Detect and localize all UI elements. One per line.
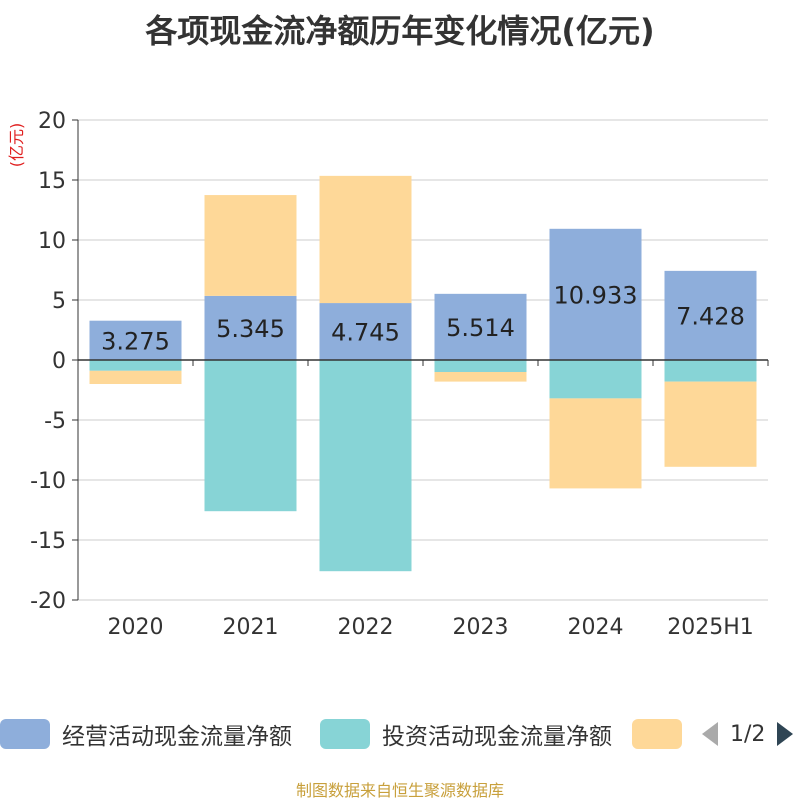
y-tick-label: 15 [38,169,66,194]
bar-series-1-2024[interactable] [549,360,642,399]
bar-series-0-2021[interactable] [204,295,297,360]
bar-series-2-2021[interactable] [204,195,297,296]
legend-item-operating[interactable]: 经营活动现金流量净额 [0,716,292,752]
chart-title: 各项现金流净额历年变化情况(亿元) [145,12,655,50]
legend-page-indicator: 1/2 [730,721,766,747]
prev-page-icon[interactable] [700,720,720,748]
y-tick-label: 5 [52,289,66,314]
y-tick-label: 10 [38,229,66,254]
y-tick-label: -20 [30,589,66,614]
x-tick-label: 2024 [568,615,624,640]
x-tick-label: 2021 [223,615,279,640]
legend-pager: 1/2 [700,716,795,752]
y-tick-label: -10 [30,469,66,494]
bar-series-1-2022[interactable] [319,360,412,572]
bar-series-1-2025H1[interactable] [664,360,757,382]
y-tick-label: 0 [52,349,66,374]
legend-swatch-investing [320,719,370,749]
bar-series-0-2022[interactable] [319,303,412,360]
y-axis-unit-label: (亿元) [7,123,26,168]
data-labels: 3.275 5.345 4.745 5.514 10.933 7.428 [101,281,745,355]
y-tick-label: -15 [30,529,66,554]
data-label-2020: 3.275 [101,327,170,355]
data-label-2024: 10.933 [554,281,638,309]
legend-label-operating: 经营活动现金流量净额 [62,724,292,750]
y-tick-label: 20 [38,109,66,134]
bar-series-2-2023[interactable] [434,372,527,382]
x-tick-label: 2025H1 [667,615,754,640]
bar-series-1-2023[interactable] [434,360,527,372]
bar-series-1-2021[interactable] [204,360,297,512]
legend-item-investing[interactable]: 投资活动现金流量净额 [320,716,612,752]
data-label-2025H1: 7.428 [676,302,745,330]
data-label-2021: 5.345 [216,315,285,343]
source-note: 制图数据来自恒生聚源数据库 [295,781,504,800]
next-page-icon[interactable] [775,720,795,748]
legend-swatch-operating [0,719,50,749]
axes: 20 15 10 5 0 -5 -10 -15 -20 2020 2021 2022 2023 2024 2… [30,109,769,640]
chart-plot: (亿元) 20 15 10 5 0 -5 -10 -15 -20 2020 2021 2022 2023… [7,109,769,640]
bar-series-0-2020[interactable] [89,320,182,360]
legend-label-investing: 投资活动现金流量净额 [382,724,612,750]
legend-item-financing[interactable] [632,716,694,752]
bar-series-1-2020[interactable] [89,360,182,371]
bar-series-2-2020[interactable] [89,370,182,384]
grid-lines [78,119,768,601]
bar-series-0-2023[interactable] [434,293,527,360]
bar-series-0-2024[interactable] [549,228,642,360]
bar-series-0-2025H1[interactable] [664,270,757,360]
bar-series-2-2025H1[interactable] [664,381,757,467]
x-tick-label: 2020 [108,615,164,640]
bar-series-2-2022[interactable] [319,175,412,304]
legend-swatch-financing [632,719,682,749]
data-label-2022: 4.745 [331,319,400,347]
x-tick-label: 2022 [338,615,394,640]
bar-series-2-2024[interactable] [549,398,642,489]
bars [89,175,757,572]
x-tick-label: 2023 [453,615,509,640]
data-label-2023: 5.514 [446,314,515,342]
y-tick-label: -5 [44,409,66,434]
